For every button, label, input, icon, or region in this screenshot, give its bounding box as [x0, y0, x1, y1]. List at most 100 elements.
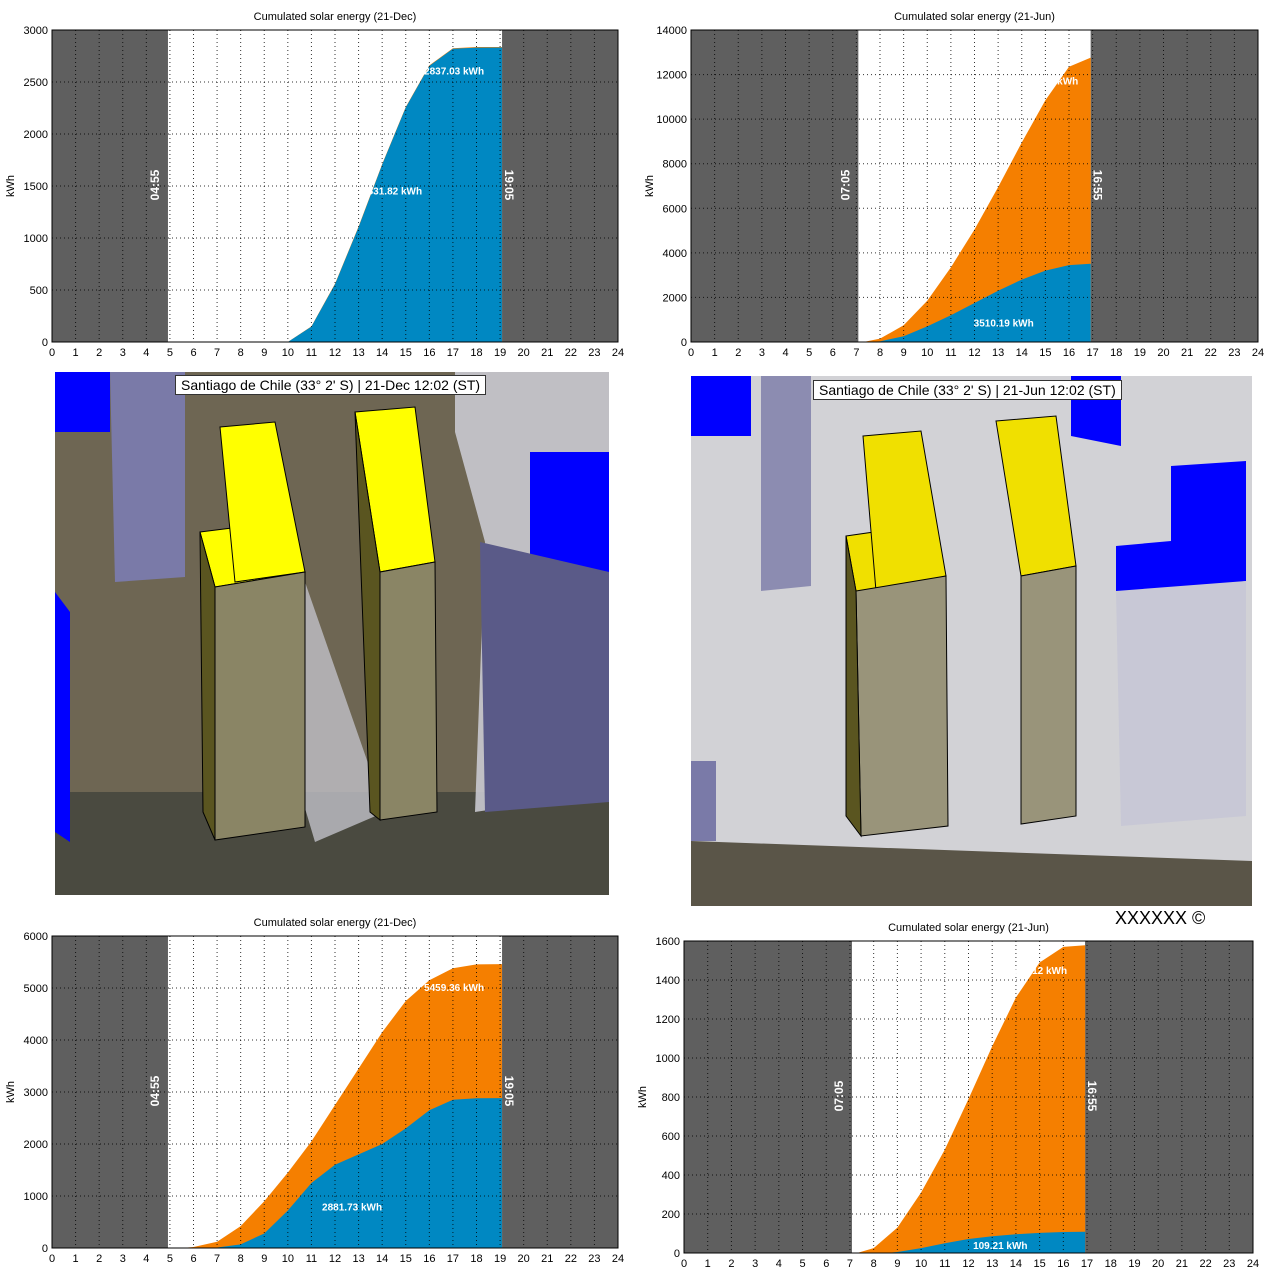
x-tick-label: 1 — [73, 347, 79, 359]
x-tick-label: 16 — [1063, 347, 1075, 359]
series-value-label: 2881.73 kWh — [322, 1203, 382, 1214]
y-tick-label: 1200 — [656, 1014, 680, 1026]
series-value-label: 3510.19 kWh — [974, 318, 1034, 329]
scene-caption: Santiago de Chile (33° 2' S) | 21-Jun 12… — [813, 380, 1122, 400]
x-tick-label: 16 — [1057, 1258, 1069, 1270]
y-tick-label: 3000 — [24, 25, 48, 37]
x-tick-label: 8 — [871, 1258, 877, 1270]
x-tick-label: 8 — [238, 1253, 244, 1265]
y-axis-label: kWh — [637, 1086, 649, 1108]
y-tick-label: 0 — [681, 337, 687, 349]
x-tick-label: 0 — [49, 1253, 55, 1265]
x-tick-label: 12 — [968, 347, 980, 359]
y-tick-label: 0 — [674, 1248, 680, 1260]
x-tick-label: 23 — [1228, 347, 1240, 359]
x-tick-label: 17 — [447, 1253, 459, 1265]
x-tick-label: 14 — [1016, 347, 1028, 359]
chart-svg: 0 1 2 3 4 5 6 7 8 9 10 11 12 13 14 15 16 17 18 19 20 21 22 23 24… — [637, 922, 1259, 1270]
y-tick-label: 6000 — [663, 203, 687, 215]
x-tick-label: 7 — [853, 347, 859, 359]
y-tick-label: 500 — [30, 285, 48, 297]
x-tick-label: 6 — [830, 347, 836, 359]
y-tick-label: 0 — [42, 337, 48, 349]
x-tick-label: 15 — [400, 347, 412, 359]
x-tick-label: 11 — [939, 1258, 950, 1270]
series-area-blue — [287, 47, 502, 342]
x-tick-label: 0 — [49, 347, 55, 359]
x-tick-label: 3 — [120, 1253, 126, 1265]
x-tick-label: 20 — [518, 1253, 530, 1265]
x-tick-label: 24 — [1247, 1258, 1259, 1270]
y-tick-label: 2000 — [663, 292, 687, 304]
x-tick-label: 2 — [96, 1253, 102, 1265]
y-tick-label: 6000 — [24, 931, 48, 943]
x-tick-label: 20 — [518, 347, 530, 359]
x-tick-label: 18 — [1105, 1258, 1117, 1270]
scene-3d-jun: Santiago de Chile (33° 2' S) | 21-Jun 12… — [691, 376, 1252, 906]
x-tick-label: 14 — [376, 1253, 388, 1265]
x-tick-label: 2 — [728, 1258, 734, 1270]
x-tick-label: 5 — [167, 347, 173, 359]
night-band-morning — [691, 30, 859, 342]
x-tick-label: 10 — [915, 1258, 927, 1270]
y-tick-label: 12000 — [656, 70, 687, 82]
x-tick-label: 23 — [588, 1253, 600, 1265]
series-area-blue — [863, 263, 1091, 342]
x-tick-label: 14 — [1010, 1258, 1022, 1270]
y-tick-label: 0 — [42, 1243, 48, 1255]
x-tick-label: 16 — [423, 347, 435, 359]
x-tick-label: 24 — [612, 1253, 624, 1265]
x-tick-label: 10 — [921, 347, 933, 359]
x-tick-label: 7 — [214, 347, 220, 359]
y-tick-label: 1000 — [24, 1191, 48, 1203]
scene-caption: Santiago de Chile (33° 2' S) | 21-Dec 12… — [175, 375, 487, 395]
sunrise-label: 04:55 — [148, 1075, 162, 1106]
x-tick-label: 17 — [447, 347, 459, 359]
x-tick-label: 0 — [681, 1258, 687, 1270]
x-tick-label: 5 — [806, 347, 812, 359]
night-band-evening — [1085, 941, 1253, 1253]
x-tick-label: 1 — [712, 347, 718, 359]
y-tick-label: 2000 — [24, 1139, 48, 1151]
x-tick-label: 7 — [214, 1253, 220, 1265]
y-tick-label: 600 — [662, 1131, 680, 1143]
chart-title: Cumulated solar energy (21-Jun) — [894, 11, 1055, 23]
x-tick-label: 8 — [877, 347, 883, 359]
x-tick-label: 17 — [1087, 347, 1099, 359]
chart-svg: 0 1 2 3 4 5 6 7 8 9 10 11 12 13 14 15 16 17 18 19 20 21 22 23 24… — [5, 917, 624, 1265]
night-band-morning — [684, 941, 852, 1253]
chart-title: Cumulated solar energy (21-Dec) — [254, 917, 417, 929]
series-area-blue — [885, 1231, 1086, 1253]
plot-frame — [51, 935, 619, 1249]
x-tick-label: 22 — [1205, 347, 1217, 359]
x-tick-label: 22 — [565, 347, 577, 359]
x-tick-label: 11 — [945, 347, 956, 359]
x-tick-label: 9 — [261, 347, 267, 359]
x-tick-label: 9 — [901, 347, 907, 359]
plot-frame — [690, 29, 1259, 343]
x-tick-label: 19 — [1134, 347, 1146, 359]
x-tick-label: 18 — [1110, 347, 1122, 359]
series-value-label: 1578.12 kWh — [1007, 966, 1067, 977]
x-tick-label: 24 — [1252, 347, 1264, 359]
x-tick-label: 15 — [1034, 1258, 1046, 1270]
x-tick-label: 19 — [494, 347, 506, 359]
y-tick-label: 3000 — [24, 1087, 48, 1099]
x-tick-label: 19 — [494, 1253, 506, 1265]
x-tick-label: 14 — [376, 347, 388, 359]
y-tick-label: 4000 — [663, 248, 687, 260]
chart-title: Cumulated solar energy (21-Dec) — [254, 11, 417, 23]
x-tick-label: 4 — [143, 347, 149, 359]
x-tick-label: 23 — [588, 347, 600, 359]
x-tick-label: 20 — [1157, 347, 1169, 359]
x-tick-label: 1 — [73, 1253, 79, 1265]
scene-dec-render — [55, 372, 609, 895]
x-tick-label: 1 — [705, 1258, 711, 1270]
x-tick-label: 21 — [541, 347, 553, 359]
chart-svg: 0 1 2 3 4 5 6 7 8 9 10 11 12 13 14 15 16 17 18 19 20 21 22 23 24… — [5, 11, 624, 359]
x-tick-label: 2 — [735, 347, 741, 359]
x-tick-label: 15 — [1039, 347, 1051, 359]
x-tick-label: 12 — [329, 1253, 341, 1265]
y-tick-label: 1600 — [656, 936, 680, 948]
chart-svg: 0 1 2 3 4 5 6 7 8 9 10 11 12 13 14 15 16 17 18 19 20 21 22 23 24… — [644, 11, 1264, 359]
